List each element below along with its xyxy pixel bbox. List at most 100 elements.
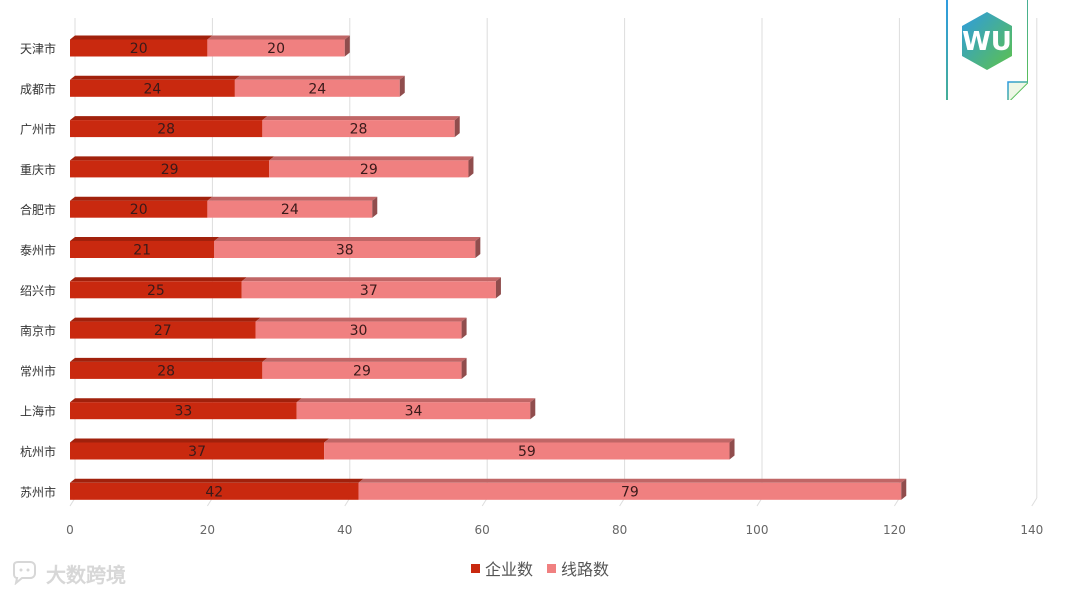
data-label: 38 [336, 243, 354, 259]
watermark: 大数跨境 [10, 560, 126, 587]
data-label: 20 [130, 202, 148, 218]
bar-top-face [269, 156, 474, 161]
bar-segment [70, 438, 330, 460]
bar [269, 160, 469, 178]
bar-segment [70, 317, 261, 339]
bar [262, 361, 462, 379]
bar [324, 442, 730, 460]
category-label: 杭州市 [20, 444, 56, 459]
category-label: 重庆市 [20, 162, 56, 177]
bar [358, 482, 902, 500]
bar-side-face [495, 277, 501, 299]
category-label: 绍兴市 [20, 283, 56, 298]
x-tick-label: 80 [612, 523, 627, 537]
bar-top-face [70, 438, 330, 443]
bar [234, 79, 400, 97]
bar-top-face [296, 398, 536, 403]
bar-top-face [70, 478, 364, 483]
legend: 企业数 线路数 [0, 556, 1080, 580]
bar [70, 361, 263, 379]
bar-segment [70, 116, 268, 138]
data-label: 37 [188, 444, 206, 460]
data-label: 24 [144, 81, 162, 97]
bar [70, 442, 325, 460]
data-label: 20 [130, 41, 148, 57]
bar-segment [324, 438, 735, 460]
gridline-floor [1031, 497, 1038, 507]
bar [241, 281, 496, 299]
bar-side-face [901, 478, 907, 500]
watermark-text: 大数跨境 [46, 562, 126, 587]
bar-top-face [255, 317, 467, 322]
bar-side-face [530, 398, 536, 420]
data-label: 30 [350, 323, 368, 339]
bar-segment [234, 75, 405, 97]
bar-segment [70, 277, 247, 299]
axis-layer: 0 20 40 60 80 100 120 140 天津市成都市广州市重庆市合肥市泰州市绍兴市南… [20, 41, 1043, 537]
bar-segment [70, 398, 302, 420]
bar [70, 200, 208, 218]
wu-logo: WU [946, 0, 1029, 103]
legend-item-routes: 线路数 [547, 556, 609, 580]
bar [70, 160, 270, 178]
bar-segment [207, 35, 350, 57]
bar [70, 120, 263, 138]
bar-top-face [241, 277, 501, 282]
bar-top-face [358, 478, 907, 483]
bar-segment [241, 277, 501, 299]
bar-side-face [461, 317, 467, 339]
data-label: 29 [360, 162, 378, 178]
data-label: 25 [147, 283, 165, 299]
bar-top-face [70, 116, 268, 121]
bar-top-face [70, 156, 275, 161]
x-tick-label: 120 [883, 523, 906, 537]
legend-item-enterprise: 企业数 [470, 556, 533, 580]
bar-side-face [729, 438, 735, 460]
bar-segment [70, 478, 364, 500]
x-tick-label: 40 [337, 523, 352, 537]
bar-segment [70, 75, 240, 97]
bar-segment [269, 156, 474, 178]
bar [70, 482, 359, 500]
data-label: 28 [350, 122, 368, 138]
bar-top-face [70, 398, 302, 403]
bar-segment [262, 116, 460, 138]
bar [70, 39, 208, 57]
bar-segment [70, 35, 213, 57]
data-label: 29 [161, 162, 179, 178]
bar-side-face [399, 75, 405, 97]
bar-segment [358, 478, 907, 500]
x-tick-label: 60 [475, 523, 490, 537]
bar [207, 200, 373, 218]
bar-top-face [207, 35, 350, 40]
category-label: 成都市 [20, 81, 56, 96]
x-tick-label: 140 [1020, 523, 1043, 537]
data-label: 79 [621, 484, 639, 500]
bar-top-face [70, 237, 220, 241]
category-label: 泰州市 [20, 243, 56, 258]
bar-side-face [468, 156, 474, 178]
category-label: 苏州市 [20, 484, 56, 499]
bar [255, 321, 462, 339]
bar [70, 321, 256, 339]
bar-top-face [234, 75, 405, 80]
category-label: 南京市 [20, 323, 56, 338]
labels-layer: 20 20 24 24 28 28 29 29 20 24 21 38 25 37 27 30 28 29 33 34… [130, 41, 639, 500]
bar [70, 241, 215, 258]
bar-side-face [454, 116, 460, 138]
bar-top-face [262, 116, 460, 121]
legend-label-enterprise: 企业数 [484, 560, 533, 579]
data-label: 24 [308, 81, 326, 97]
bar [296, 402, 531, 420]
bar-top-face [262, 357, 467, 362]
bar-top-face [70, 317, 261, 322]
bar-segment [70, 237, 220, 258]
chat-bubble-icon [13, 561, 36, 585]
bar-segment [70, 357, 268, 379]
logo-text: WU [962, 27, 1012, 57]
legend-label-routes: 线路数 [561, 560, 610, 579]
bar-top-face [324, 438, 735, 443]
data-label: 29 [353, 363, 371, 379]
data-label: 27 [154, 323, 172, 339]
data-label: 28 [157, 122, 175, 138]
